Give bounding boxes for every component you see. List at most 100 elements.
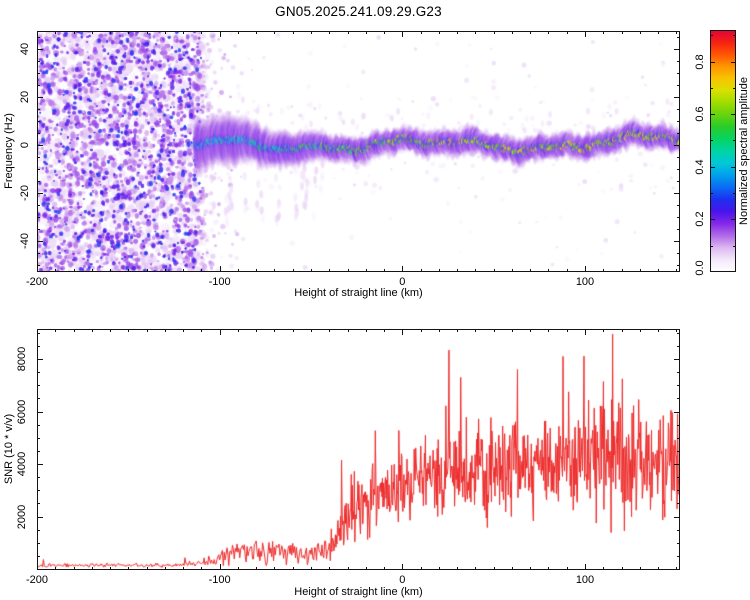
x-tick-label: -100 bbox=[208, 276, 231, 288]
tick-mark bbox=[530, 269, 531, 272]
tick-mark bbox=[37, 61, 40, 62]
tick-mark bbox=[658, 567, 659, 570]
tick-mark bbox=[674, 193, 680, 194]
tick-mark bbox=[110, 567, 111, 570]
tick-mark bbox=[37, 438, 40, 439]
x-tick-label: -200 bbox=[25, 276, 49, 288]
tick-mark bbox=[674, 97, 680, 98]
tick-mark bbox=[220, 564, 221, 570]
tick-mark bbox=[128, 329, 129, 332]
frequency-axis-label: Frequency (Hz) bbox=[3, 113, 15, 189]
tick-mark bbox=[475, 329, 476, 332]
tick-mark bbox=[348, 31, 349, 34]
tick-mark bbox=[548, 31, 549, 34]
tick-mark bbox=[55, 567, 56, 570]
tick-mark bbox=[256, 567, 257, 570]
tick-mark bbox=[37, 490, 40, 491]
tick-mark bbox=[37, 253, 40, 254]
tick-mark bbox=[674, 412, 680, 413]
tick-mark bbox=[384, 329, 385, 332]
tick-mark bbox=[220, 31, 221, 37]
tick-mark bbox=[475, 269, 476, 272]
tick-mark bbox=[421, 31, 422, 34]
tick-mark bbox=[677, 543, 680, 544]
tick-mark bbox=[677, 398, 680, 399]
tick-mark bbox=[512, 567, 513, 570]
tick-mark bbox=[274, 329, 275, 332]
x-tick-label: 0 bbox=[399, 276, 406, 288]
tick-mark bbox=[567, 567, 568, 570]
tick-mark bbox=[238, 31, 239, 34]
tick-mark bbox=[603, 31, 604, 34]
tick-mark bbox=[311, 567, 312, 570]
tick-mark bbox=[348, 329, 349, 332]
tick-mark bbox=[55, 329, 56, 332]
tick-mark bbox=[512, 31, 513, 34]
colorbar-tick-label: 0.2 bbox=[694, 211, 706, 228]
tick-mark bbox=[110, 31, 111, 34]
tick-mark bbox=[329, 269, 330, 272]
tick-mark bbox=[37, 333, 40, 334]
tick-mark bbox=[676, 329, 677, 332]
tick-mark bbox=[710, 114, 715, 115]
tick-mark bbox=[603, 567, 604, 570]
colorbar-tick-label: 0.0 bbox=[694, 260, 706, 276]
tick-mark bbox=[293, 31, 294, 34]
tick-mark bbox=[37, 265, 40, 266]
tick-mark bbox=[37, 359, 43, 360]
tick-mark bbox=[74, 31, 75, 34]
tick-mark bbox=[677, 157, 680, 158]
tick-mark bbox=[710, 88, 713, 89]
tick-mark bbox=[274, 31, 275, 34]
tick-mark bbox=[567, 31, 568, 34]
tick-mark bbox=[658, 269, 659, 272]
snr-axis-label: SNR (10 * v/v) bbox=[3, 413, 15, 485]
x-tick-label: -100 bbox=[208, 574, 231, 586]
tick-mark bbox=[37, 37, 40, 38]
tick-mark bbox=[37, 451, 40, 452]
tick-mark bbox=[676, 269, 677, 272]
tick-mark bbox=[147, 567, 148, 570]
tick-mark bbox=[731, 167, 736, 168]
tick-mark bbox=[677, 425, 680, 426]
tick-mark bbox=[622, 567, 623, 570]
tick-mark bbox=[402, 564, 403, 570]
tick-mark bbox=[622, 329, 623, 332]
tick-mark bbox=[677, 169, 680, 170]
tick-mark bbox=[37, 85, 40, 86]
tick-mark bbox=[37, 157, 40, 158]
tick-mark bbox=[274, 567, 275, 570]
tick-mark bbox=[421, 329, 422, 332]
tick-mark bbox=[494, 567, 495, 570]
y-tick-label: 6000 bbox=[16, 399, 28, 424]
tick-mark bbox=[585, 564, 586, 570]
tick-mark bbox=[366, 31, 367, 34]
tick-mark bbox=[677, 109, 680, 110]
tick-mark bbox=[676, 31, 677, 34]
tick-mark bbox=[238, 329, 239, 332]
tick-mark bbox=[37, 543, 40, 544]
tick-mark bbox=[603, 269, 604, 272]
tick-mark bbox=[238, 567, 239, 570]
tick-mark bbox=[733, 193, 736, 194]
tick-mark bbox=[677, 477, 680, 478]
tick-mark bbox=[402, 31, 403, 37]
tick-mark bbox=[37, 556, 40, 557]
tick-mark bbox=[74, 567, 75, 570]
tick-mark bbox=[677, 61, 680, 62]
tick-mark bbox=[37, 181, 40, 182]
y-tick-label: 0 bbox=[19, 141, 31, 149]
tick-mark bbox=[256, 329, 257, 332]
tick-mark bbox=[256, 269, 257, 272]
tick-mark bbox=[603, 329, 604, 332]
tick-mark bbox=[585, 329, 586, 335]
tick-mark bbox=[622, 269, 623, 272]
tick-mark bbox=[37, 217, 40, 218]
tick-mark bbox=[731, 114, 736, 115]
tick-mark bbox=[329, 31, 330, 34]
tick-mark bbox=[530, 329, 531, 332]
tick-mark bbox=[674, 517, 680, 518]
y-tick-label: 40 bbox=[19, 42, 31, 56]
tick-mark bbox=[677, 451, 680, 452]
tick-mark bbox=[274, 269, 275, 272]
